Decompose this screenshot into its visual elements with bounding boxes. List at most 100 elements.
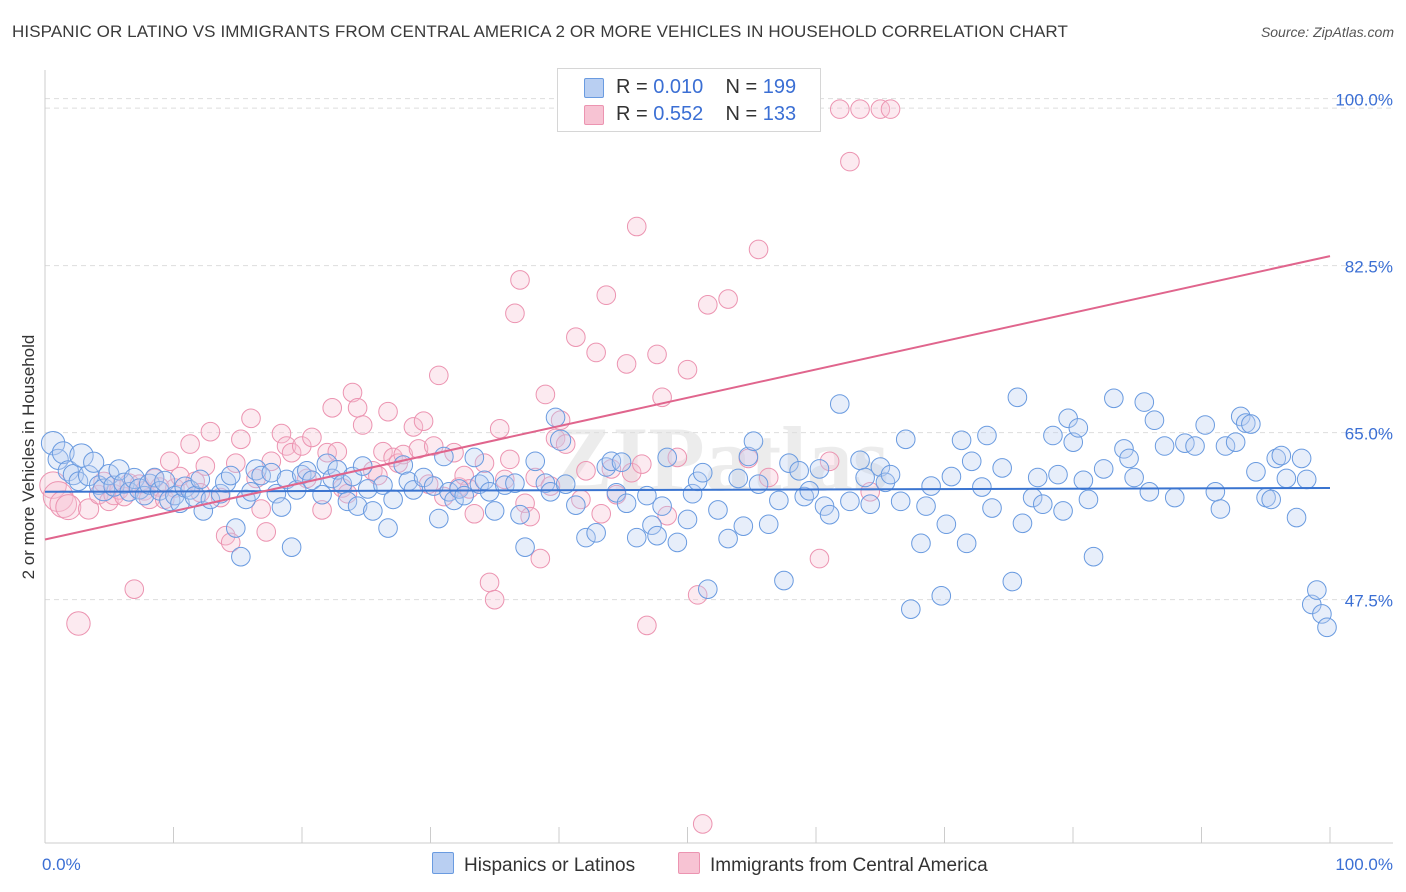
data-point-hispanic[interactable] <box>1225 432 1246 452</box>
data-point-immigrants[interactable] <box>520 506 540 527</box>
data-point-immigrants[interactable] <box>515 493 535 514</box>
data-point-hispanic[interactable] <box>738 446 759 467</box>
data-point-immigrants[interactable] <box>489 419 510 439</box>
data-point-hispanic[interactable] <box>586 523 606 543</box>
data-point-hispanic[interactable] <box>357 479 378 499</box>
data-point-immigrants[interactable] <box>591 503 612 524</box>
data-point-immigrants[interactable] <box>403 417 424 437</box>
data-point-hispanic[interactable] <box>921 476 941 496</box>
data-point-hispanic[interactable] <box>297 461 317 481</box>
data-point-hispanic[interactable] <box>1002 571 1023 592</box>
data-point-immigrants[interactable] <box>479 572 500 593</box>
data-point-immigrants[interactable] <box>510 270 530 290</box>
data-point-immigrants[interactable] <box>586 342 606 363</box>
data-point-hispanic[interactable] <box>667 532 688 553</box>
data-point-hispanic[interactable] <box>484 501 505 521</box>
data-point-hispanic[interactable] <box>677 509 698 530</box>
data-point-immigrants[interactable] <box>195 456 216 476</box>
data-point-immigrants[interactable] <box>484 589 505 610</box>
data-point-immigrants[interactable] <box>500 449 520 470</box>
data-point-immigrants[interactable] <box>429 365 449 386</box>
data-point-immigrants[interactable] <box>692 814 713 834</box>
legend-item-immigrants[interactable]: Immigrants from Central America <box>678 852 988 877</box>
data-point-hispanic[interactable] <box>566 495 586 515</box>
data-point-hispanic[interactable] <box>1195 415 1215 435</box>
data-point-immigrants[interactable] <box>616 354 637 374</box>
data-point-hispanic[interactable] <box>774 570 794 591</box>
data-point-hispanic[interactable] <box>352 456 373 476</box>
data-point-hispanic[interactable] <box>190 469 211 490</box>
data-point-immigrants[interactable] <box>231 429 251 450</box>
data-point-hispanic[interactable] <box>1124 467 1144 488</box>
data-point-hispanic[interactable] <box>525 451 546 472</box>
data-point-immigrants[interactable] <box>317 442 337 463</box>
data-point-hispanic[interactable] <box>956 533 977 554</box>
data-point-hispanic[interactable] <box>626 527 647 548</box>
data-point-immigrants[interactable] <box>505 303 525 324</box>
data-point-hispanic[interactable] <box>464 447 485 468</box>
data-point-hispanic[interactable] <box>1104 388 1124 409</box>
data-point-immigrants[interactable] <box>251 499 271 519</box>
data-point-immigrants[interactable] <box>347 398 368 418</box>
data-point-hispanic[interactable] <box>692 462 713 483</box>
data-point-hispanic[interactable] <box>829 394 850 414</box>
data-point-immigrants[interactable] <box>342 382 363 403</box>
data-point-immigrants[interactable] <box>667 447 688 468</box>
data-point-hispanic[interactable] <box>337 491 358 512</box>
data-point-hispanic[interactable] <box>890 491 911 512</box>
data-point-immigrants[interactable] <box>637 615 657 636</box>
data-point-hispanic[interactable] <box>977 425 997 446</box>
data-point-hispanic[interactable] <box>449 479 469 499</box>
data-point-hispanic[interactable] <box>616 493 637 514</box>
data-point-hispanic[interactable] <box>951 430 972 451</box>
data-point-hispanic[interactable] <box>961 451 982 472</box>
data-point-hispanic[interactable] <box>276 469 297 490</box>
data-point-hispanic[interactable] <box>1276 468 1297 489</box>
data-point-hispanic[interactable] <box>982 498 1002 518</box>
data-point-hispanic[interactable] <box>1210 499 1231 519</box>
data-point-immigrants[interactable] <box>626 216 647 237</box>
data-point-hispanic[interactable] <box>555 474 576 494</box>
data-point-immigrants[interactable] <box>256 522 277 542</box>
data-point-hispanic[interactable] <box>972 477 992 497</box>
data-point-hispanic[interactable] <box>1312 604 1332 624</box>
data-point-immigrants[interactable] <box>160 451 180 472</box>
data-point-hispanic[interactable] <box>1205 482 1226 502</box>
data-point-hispanic[interactable] <box>728 468 749 489</box>
data-point-hispanic[interactable] <box>698 579 718 599</box>
data-point-immigrants[interactable] <box>687 585 708 605</box>
data-point-hispanic[interactable] <box>895 429 916 450</box>
data-point-immigrants[interactable] <box>352 415 373 435</box>
data-point-immigrants[interactable] <box>378 401 398 422</box>
data-point-hispanic[interactable] <box>769 490 789 511</box>
data-point-hispanic[interactable] <box>1068 418 1089 438</box>
data-point-immigrants[interactable] <box>530 548 551 569</box>
data-point-hispanic[interactable] <box>601 451 622 472</box>
data-point-immigrants[interactable] <box>647 344 667 365</box>
data-point-immigrants[interactable] <box>291 436 312 456</box>
data-point-hispanic[interactable] <box>840 491 860 512</box>
data-point-hispanic[interactable] <box>936 514 957 535</box>
data-point-hispanic[interactable] <box>1266 448 1287 469</box>
data-point-immigrants[interactable] <box>276 436 297 456</box>
data-point-hispanic[interactable] <box>911 533 931 554</box>
data-point-hispanic[interactable] <box>1241 414 1261 434</box>
data-point-immigrants[interactable] <box>459 479 480 499</box>
data-point-immigrants[interactable] <box>271 423 292 444</box>
data-point-hispanic[interactable] <box>1139 482 1160 502</box>
data-point-hispanic[interactable] <box>378 518 398 538</box>
data-point-immigrants[interactable] <box>474 453 495 473</box>
data-point-hispanic[interactable] <box>992 458 1012 478</box>
data-point-immigrants[interactable] <box>566 327 586 348</box>
data-point-hispanic[interactable] <box>245 459 267 481</box>
data-point-hispanic[interactable] <box>373 475 393 495</box>
data-point-immigrants[interactable] <box>78 498 100 520</box>
data-point-immigrants[interactable] <box>698 294 718 315</box>
data-point-hispanic[interactable] <box>383 489 403 510</box>
data-point-hispanic[interactable] <box>916 496 936 516</box>
data-point-immigrants[interactable] <box>525 467 546 488</box>
data-point-hispanic[interactable] <box>51 441 75 465</box>
data-point-immigrants[interactable] <box>494 469 515 490</box>
data-point-hispanic[interactable] <box>1073 470 1094 491</box>
data-point-hispanic[interactable] <box>718 528 738 549</box>
